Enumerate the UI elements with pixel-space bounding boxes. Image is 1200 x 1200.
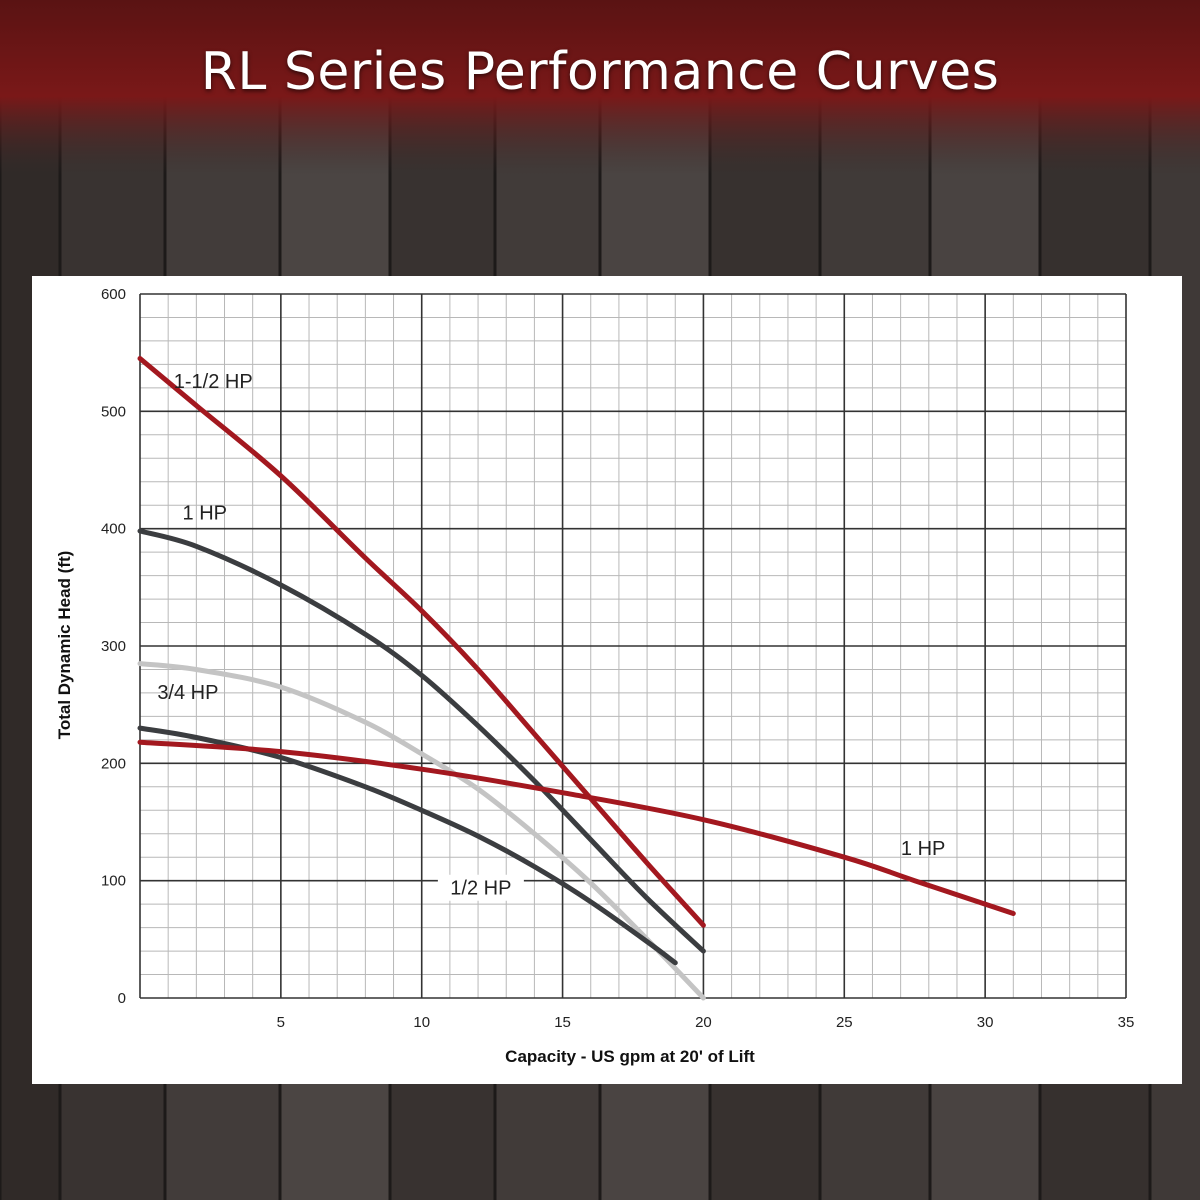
x-tick-label: 5 <box>277 1014 285 1031</box>
series-label: 1 HP <box>901 838 945 860</box>
series-label: 1 HP <box>183 502 227 524</box>
x-tick-label: 20 <box>695 1014 712 1031</box>
series-line <box>137 528 706 954</box>
title-banner <box>0 0 1200 175</box>
y-axis-ticks: 0 100 200 300 400 500 600 <box>101 286 126 1007</box>
y-axis-title: Total Dynamic Head (ft) <box>55 551 74 740</box>
y-tick-label: 300 <box>101 638 126 655</box>
x-tick-label: 35 <box>1118 1014 1135 1031</box>
series-label: 1/2 HP <box>450 878 511 900</box>
series-line <box>137 356 706 928</box>
y-tick-label: 600 <box>101 286 126 303</box>
series-labels: 1-1/2 HP 1 HP 3/4 HP 1/2 HP 1 HP <box>157 371 945 901</box>
x-tick-label: 10 <box>413 1014 430 1031</box>
series-line <box>137 739 1016 916</box>
x-tick-label: 15 <box>554 1014 571 1031</box>
y-tick-label: 100 <box>101 873 126 890</box>
y-tick-label: 500 <box>101 403 126 420</box>
x-axis-ticks: 5 10 15 20 25 30 35 <box>277 1014 1135 1031</box>
series-label-background <box>437 874 524 901</box>
y-tick-label: 0 <box>118 990 126 1007</box>
y-tick-label: 400 <box>101 521 126 538</box>
page-title: RL Series Performance Curves <box>200 42 1000 102</box>
x-tick-label: 25 <box>836 1014 853 1031</box>
curves <box>137 356 1016 1001</box>
series-label: 3/4 HP <box>157 682 218 704</box>
x-axis-title: Capacity - US gpm at 20' of Lift <box>505 1047 755 1066</box>
y-tick-label: 200 <box>101 755 126 772</box>
x-tick-label: 30 <box>977 1014 994 1031</box>
series-label: 1-1/2 HP <box>174 371 253 393</box>
major-grid <box>139 293 1127 999</box>
series-line <box>137 661 706 1001</box>
